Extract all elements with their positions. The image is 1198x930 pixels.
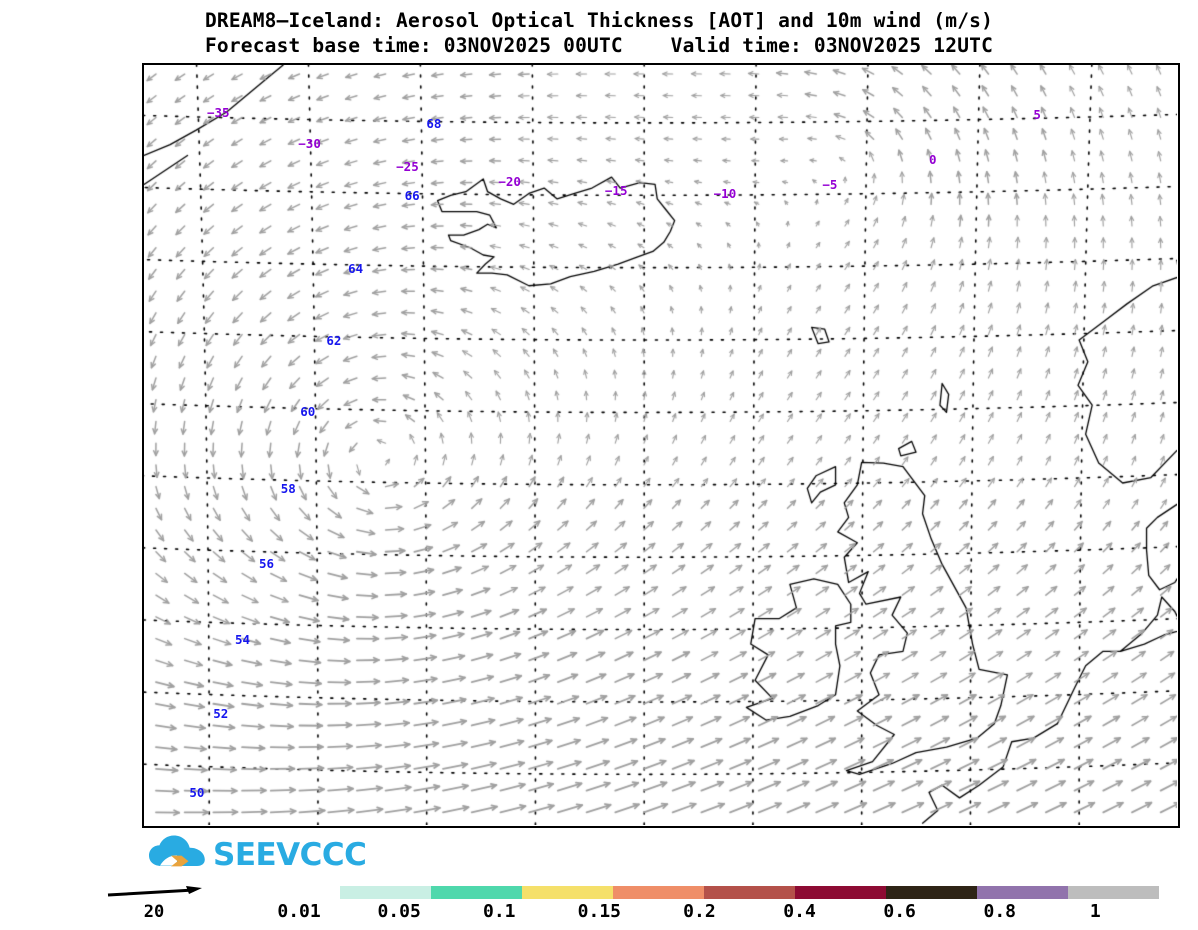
weather-map[interactable]: 68 66 64 62 60 58 56 54 52 50 −35 −30 −25 −20 −15 −10 −5… [142, 63, 1180, 828]
colorbar-label-0.05: 0.05 [377, 901, 421, 922]
colorbar-segment-1 [340, 886, 431, 899]
colorbar-segment-2 [431, 886, 522, 899]
wind-scale-reference: 20 [106, 884, 214, 926]
colorbar-labels: 0.01 0.05 0.1 0.15 0.2 0.4 0.6 0.8 1 [249, 899, 1159, 925]
logo-text: SEEVCCC [213, 836, 367, 873]
colorbar-segment-4 [613, 886, 704, 899]
colorbar-strip [249, 886, 1159, 899]
colorbar-segment-9 [1068, 886, 1159, 899]
colorbar-segment-5 [704, 886, 795, 899]
colorbar-label-0.2: 0.2 [683, 901, 716, 922]
colorbar-segment-3 [522, 886, 613, 899]
cloud-icon [148, 835, 206, 876]
colorbar-label-0.4: 0.4 [783, 901, 816, 922]
title-line-1: DREAM8—Iceland: Aerosol Optical Thicknes… [204, 9, 994, 32]
colorbar-label-1: 1 [1089, 901, 1101, 922]
title-line-2: Forecast base time: 03NOV2025 00UTC Vali… [204, 34, 994, 57]
colorbar-label-0.1: 0.1 [482, 901, 516, 922]
seevccc-logo: SEEVCCC [148, 832, 367, 878]
colorbar-label-0.15: 0.15 [577, 901, 622, 922]
colorbar-segment-8 [977, 886, 1068, 899]
colorbar-label-0.6: 0.6 [883, 901, 916, 922]
colorbar-segment-6 [795, 886, 886, 899]
wind-scale-arrow-icon [107, 886, 202, 897]
chart-title-block: DREAM8—Iceland: Aerosol Optical Thicknes… [0, 8, 1198, 58]
map-render-canvas [144, 65, 1177, 825]
wind-scale-value: 20 [143, 902, 165, 922]
colorbar-segment-0 [249, 886, 340, 899]
colorbar-segment-7 [886, 886, 977, 899]
colorbar-label-0.01: 0.01 [277, 901, 321, 922]
aot-colorbar[interactable]: 0.01 0.05 0.1 0.15 0.2 0.4 0.6 0.8 1 [249, 886, 1159, 925]
colorbar-label-0.8: 0.8 [983, 901, 1017, 922]
